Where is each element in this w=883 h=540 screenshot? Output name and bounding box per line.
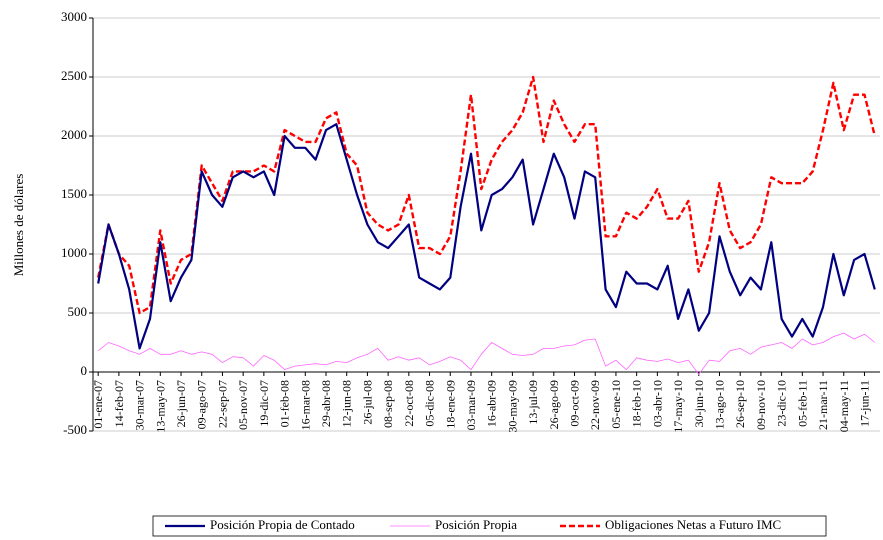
y-tick-label: -500 — [63, 422, 87, 437]
x-tick-label: 01-feb-08 — [278, 380, 292, 427]
x-tick-label: 04-may-11 — [837, 380, 851, 432]
y-tick-label: 1500 — [61, 186, 87, 201]
x-tick-label: 09-oct-09 — [568, 380, 582, 427]
x-tick-label: 23-dic-10 — [775, 380, 789, 427]
x-tick-label: 13-ago-10 — [712, 380, 726, 429]
x-tick-label: 05-ene-10 — [609, 380, 623, 429]
x-tick-label: 13-jul-09 — [526, 380, 540, 425]
x-tick-label: 05-nov-07 — [236, 380, 250, 430]
x-tick-label: 12-jun-08 — [340, 380, 354, 427]
x-tick-label: 09-nov-10 — [754, 380, 768, 430]
x-tick-label: 18-ene-09 — [443, 380, 457, 429]
x-tick-label: 01-ene-07 — [91, 380, 105, 429]
y-tick-label: 3000 — [61, 9, 87, 24]
x-tick-label: 14-feb-07 — [112, 380, 126, 427]
x-tick-label: 26-sep-10 — [733, 380, 747, 428]
x-tick-label: 09-ago-07 — [195, 380, 209, 429]
series-line — [97, 332, 876, 375]
y-axis-label: Millones de dólares — [11, 174, 26, 277]
x-tick-label: 19-dic-07 — [257, 380, 271, 427]
x-tick-label: 26-jun-07 — [174, 380, 188, 427]
x-tick-label: 17-jun-11 — [857, 380, 871, 427]
x-tick-label: 16-abr-09 — [485, 380, 499, 427]
legend-label: Posición Propia — [435, 517, 517, 532]
y-tick-label: 2000 — [61, 127, 87, 142]
x-tick-label: 05-dic-08 — [423, 380, 437, 427]
x-tick-label: 18-feb-10 — [630, 380, 644, 427]
x-tick-label: 16-mar-08 — [298, 380, 312, 430]
x-tick-label: 13-may-07 — [153, 380, 167, 433]
legend-label: Obligaciones Netas a Futuro IMC — [605, 517, 781, 532]
y-tick-label: 500 — [68, 304, 88, 319]
x-tick-label: 22-oct-08 — [402, 380, 416, 427]
x-tick-label: 22-sep-07 — [215, 380, 229, 428]
x-tick-label: 03-abr-10 — [650, 380, 664, 427]
x-tick-label: 22-nov-09 — [588, 380, 602, 430]
x-tick-label: 30-may-09 — [505, 380, 519, 433]
x-tick-label: 03-mar-09 — [464, 380, 478, 430]
x-tick-label: 30-jun-10 — [692, 380, 706, 427]
x-tick-label: 08-sep-08 — [381, 380, 395, 428]
x-tick-label: 05-feb-11 — [795, 380, 809, 427]
y-tick-label: 2500 — [61, 68, 87, 83]
x-tick-label: 29-abr-08 — [319, 380, 333, 427]
y-tick-label: 0 — [81, 363, 88, 378]
legend — [152, 515, 827, 537]
x-tick-label: 26-ago-09 — [547, 380, 561, 429]
series-line — [97, 123, 876, 350]
y-tick-label: 1000 — [61, 245, 87, 260]
x-tick-label: 26-jul-08 — [360, 380, 374, 425]
x-tick-label: 21-mar-11 — [816, 380, 830, 430]
x-tick-label: 17-may-10 — [671, 380, 685, 433]
legend-label: Posición Propia de Contado — [210, 517, 355, 532]
x-tick-label: 30-mar-07 — [133, 380, 147, 430]
